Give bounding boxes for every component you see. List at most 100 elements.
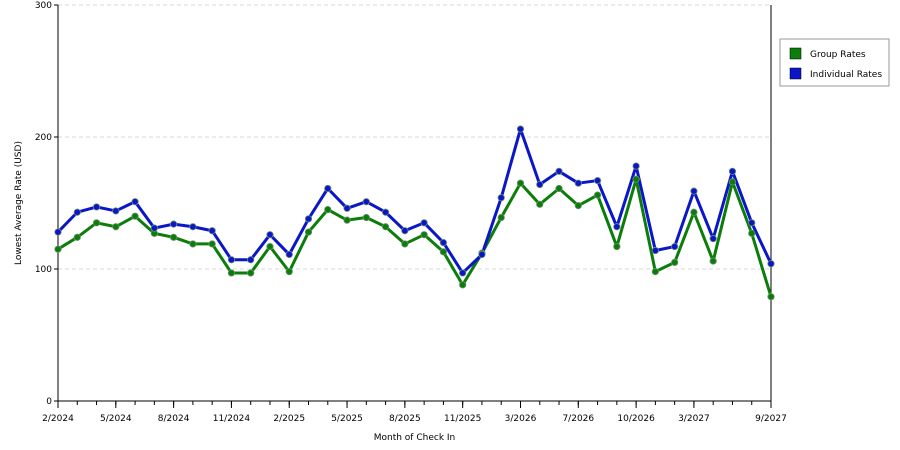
y-tick-label: 100 [35, 265, 52, 275]
data-point-1-8 [208, 227, 216, 235]
data-point-1-1 [73, 208, 81, 216]
legend-label-individual-rates: Individual Rates [810, 70, 882, 80]
data-point-0-1 [73, 233, 81, 241]
y-axis-ticks: 0 100 200 300 [35, 1, 58, 407]
data-point-0-37 [767, 293, 775, 301]
data-point-0-35 [728, 178, 737, 186]
data-point-1-13 [304, 215, 313, 223]
data-point-0-6 [170, 233, 178, 241]
data-point-0-27 [574, 202, 582, 210]
data-point-1-22 [478, 250, 486, 259]
data-point-1-23 [497, 194, 505, 202]
data-point-0-32 [671, 258, 679, 266]
x-tick-label: 9/2027 [755, 414, 787, 424]
data-point-0-9 [227, 269, 236, 277]
data-point-1-33 [690, 187, 698, 195]
data-point-1-9 [227, 256, 236, 264]
x-axis-ticks: 2/2024 5/2024 8/2024 11/2024 2/2025 5/2025 8/2… [42, 401, 787, 424]
series-line-1 [56, 127, 773, 275]
data-point-0-12 [285, 268, 293, 276]
legend-swatch-group-rates [789, 47, 802, 60]
data-point-1-20 [439, 239, 448, 247]
x-tick-label: 8/2025 [389, 414, 421, 424]
data-point-0-17 [381, 223, 390, 231]
x-tick-label: 5/2024 [100, 414, 132, 424]
data-point-0-34 [709, 257, 717, 265]
data-point-0-7 [189, 240, 197, 248]
series-lines [54, 125, 775, 301]
data-point-0-25 [536, 200, 544, 208]
data-point-1-16 [362, 198, 370, 206]
data-point-1-35 [728, 167, 737, 175]
x-tick-label: 3/2026 [505, 414, 537, 424]
y-axis-title: Lowest Average Rate (USD) [14, 141, 24, 265]
y-tick-label: 0 [46, 397, 52, 407]
axes [57, 5, 772, 402]
data-point-0-24 [516, 179, 525, 187]
data-point-0-30 [632, 175, 640, 183]
data-point-1-32 [671, 242, 679, 251]
data-point-0-36 [748, 229, 756, 237]
y-tick-label: 200 [35, 133, 52, 143]
data-point-1-4 [131, 198, 139, 206]
data-point-1-0 [54, 228, 62, 236]
data-point-1-10 [247, 256, 255, 264]
data-point-1-26 [555, 167, 563, 175]
x-tick-label: 8/2024 [158, 414, 190, 424]
x-axis-title: Month of Check In [374, 433, 456, 443]
data-point-1-31 [651, 246, 659, 255]
data-point-1-28 [593, 176, 602, 185]
data-point-1-2 [92, 203, 101, 211]
data-point-0-3 [112, 223, 120, 231]
data-point-0-0 [54, 245, 62, 253]
data-point-1-6 [170, 220, 178, 228]
data-point-0-4 [131, 212, 139, 220]
data-point-1-7 [189, 223, 197, 231]
data-point-1-12 [285, 250, 293, 259]
x-tick-label: 5/2025 [331, 414, 363, 424]
data-point-0-15 [343, 216, 351, 224]
data-point-0-11 [266, 242, 274, 251]
data-point-0-19 [420, 231, 428, 239]
data-point-0-2 [92, 219, 101, 227]
data-point-0-21 [459, 281, 467, 289]
data-point-1-37 [767, 260, 775, 268]
data-point-1-21 [459, 269, 467, 277]
data-point-0-20 [439, 248, 448, 256]
data-point-0-10 [247, 269, 255, 277]
data-point-1-36 [748, 219, 756, 227]
data-point-0-29 [613, 242, 621, 251]
data-point-1-30 [632, 162, 640, 170]
y-tick-label: 300 [35, 1, 52, 11]
data-point-0-23 [497, 213, 505, 222]
data-point-0-14 [324, 206, 332, 214]
data-point-1-18 [401, 227, 409, 235]
x-tick-label: 11/2024 [213, 414, 251, 424]
data-point-1-29 [613, 223, 621, 231]
series-line-0 [57, 177, 773, 298]
data-point-1-19 [420, 219, 428, 227]
data-point-1-27 [574, 179, 582, 187]
data-point-0-16 [362, 213, 370, 222]
data-point-1-24 [516, 125, 525, 133]
data-point-1-15 [343, 204, 351, 212]
data-point-1-34 [709, 235, 717, 243]
x-tick-label: 3/2027 [678, 414, 710, 424]
data-point-1-25 [536, 180, 544, 189]
legend: Group Rates Individual Rates [779, 38, 890, 87]
data-point-1-14 [324, 184, 332, 193]
x-tick-label: 2/2025 [273, 414, 305, 424]
data-point-0-18 [401, 240, 409, 248]
data-point-1-11 [266, 231, 274, 239]
x-tick-label: 2/2024 [42, 414, 74, 424]
x-tick-label: 7/2026 [562, 414, 594, 424]
data-point-1-5 [150, 224, 158, 232]
legend-label-group-rates: Group Rates [810, 50, 866, 60]
grid-lines [58, 4, 771, 270]
data-point-0-26 [555, 184, 563, 193]
data-point-0-31 [651, 268, 659, 276]
data-point-0-28 [593, 191, 602, 199]
legend-swatch-individual-rates [789, 67, 802, 80]
x-tick-label: 10/2026 [617, 414, 655, 424]
